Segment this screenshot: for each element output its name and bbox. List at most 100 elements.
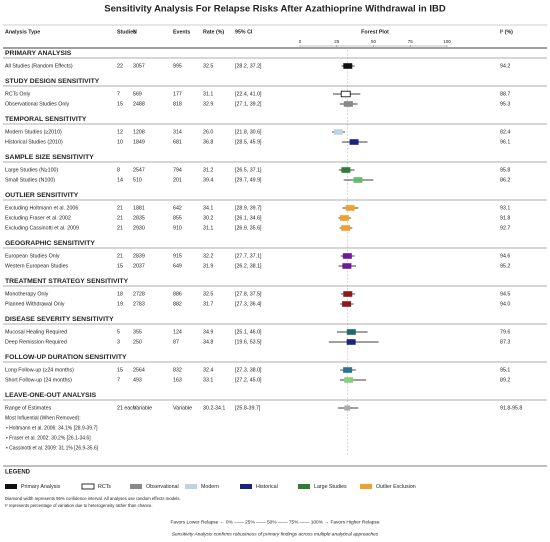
- cell-events: 855: [173, 215, 182, 221]
- note: • Holtmann et al. 2006: 34.1% [28.9-39.7…: [6, 425, 98, 431]
- column-header: N: [133, 29, 137, 35]
- section-title: STUDY DESIGN SENSITIVITY: [5, 78, 100, 85]
- legend-swatch: [240, 484, 252, 489]
- point-estimate: [343, 367, 353, 373]
- cell-ci-label: [27.3, 36.4]: [235, 301, 262, 307]
- cell-n: 2839: [133, 253, 145, 259]
- cell-n: 2728: [133, 291, 145, 297]
- cell-ci-label: [26.9, 35.6]: [235, 225, 262, 231]
- cell-rate: 32.4: [203, 367, 213, 373]
- cell-ci-label: [25.1, 46.0]: [235, 329, 262, 335]
- cell-ci-label: [28.9, 39.7]: [235, 205, 262, 211]
- cell-ci-label: [27.1, 39.2]: [235, 101, 262, 107]
- column-header: Forest Plot: [361, 29, 389, 35]
- cell-rate: 32.5: [203, 291, 213, 297]
- cell-n: 2835: [133, 215, 145, 221]
- legend-swatch: [185, 484, 197, 489]
- cell-studies: 21 each: [117, 405, 136, 411]
- section-title: TEMPORAL SENSITIVITY: [5, 116, 87, 123]
- cell-studies: 5: [117, 329, 120, 335]
- cell-studies: 15: [117, 263, 123, 269]
- point-estimate: [342, 253, 352, 259]
- point-estimate: [341, 225, 351, 231]
- cell-label: European Studies Only: [5, 253, 60, 259]
- cell-n: 2488: [133, 101, 145, 107]
- x-tick-label: 0: [299, 39, 302, 44]
- cell-label: Short Follow-up (24 months): [5, 377, 72, 383]
- point-estimate: [342, 301, 352, 307]
- cell-label: Monotherapy Only: [5, 291, 49, 297]
- cell-i2-label: 94.0: [500, 301, 510, 307]
- footnote: Diamond width represents 95% confidence …: [5, 496, 181, 501]
- cell-rate: 31.9: [203, 263, 213, 269]
- cell-rate: 32.5: [203, 63, 213, 69]
- cell-events: 915: [173, 253, 182, 259]
- cell-rate: 34.9: [203, 329, 213, 335]
- cell-events: 642: [173, 205, 182, 211]
- point-estimate: [344, 377, 354, 383]
- point-estimate: [346, 329, 356, 335]
- note: • Fraser et al. 2002: 30.2% [26.1-34.6]: [6, 435, 91, 441]
- cell-rate: 31.7: [203, 301, 213, 307]
- cell-rate: 31.2: [203, 167, 213, 173]
- cell-ci-label: [27.8, 37.5]: [235, 291, 262, 297]
- cell-rate: 39.4: [203, 177, 213, 183]
- cell-studies: 8: [117, 167, 120, 173]
- cell-rate: 36.8: [203, 139, 213, 145]
- cell-events: 124: [173, 329, 182, 335]
- section-title: TREATMENT STRATEGY SENSITIVITY: [5, 278, 129, 285]
- legend-swatch: [81, 483, 95, 490]
- cell-i2: 96.1: [500, 139, 510, 145]
- legend-swatch: [5, 484, 17, 489]
- legend-swatch: [298, 484, 310, 489]
- axis-caption: Favors Lower Relapse ← 0% —— 25% —— 50% …: [170, 519, 379, 525]
- cell-rate: 32.2: [203, 253, 213, 259]
- cell-label: All Studies (Random Effects): [5, 63, 73, 69]
- column-header: Events: [173, 29, 190, 35]
- note: Most Influential (When Removed):: [5, 415, 81, 421]
- cell-i2: 94.5: [500, 291, 510, 297]
- cell-studies: 10: [117, 139, 123, 145]
- cell-label: Large Studies (N≥100): [5, 167, 58, 173]
- column-header: Rate (%): [203, 29, 224, 35]
- cell-studies: 12: [117, 129, 123, 135]
- section-title: DISEASE SEVERITY SENSITIVITY: [5, 316, 114, 323]
- cell-n: 1881: [133, 205, 145, 211]
- point-estimate: [343, 101, 353, 107]
- cell-events: 681: [173, 139, 182, 145]
- legend-label: Primary Analysis: [21, 484, 60, 490]
- cell-rate-label: 26.0: [203, 129, 213, 135]
- cell-events: 910: [173, 225, 182, 231]
- cell-label: RCTs Only: [5, 91, 31, 97]
- legend-swatch: [130, 484, 142, 489]
- point-estimate: [341, 167, 351, 173]
- cell-ci-label: [26.2, 38.1]: [235, 263, 262, 269]
- cell-label: Long Follow-up (≥24 months): [5, 367, 74, 373]
- section-title: PRIMARY ANALYSIS: [5, 50, 72, 57]
- cell-label: Excluding Holtmann et al. 2006: [5, 205, 78, 211]
- cell-n: 493: [133, 377, 142, 383]
- section-title: SAMPLE SIZE SENSITIVITY: [5, 154, 94, 161]
- cell-ci-label: [29.7, 49.9]: [235, 177, 262, 183]
- cell-events: 794: [173, 167, 182, 173]
- cell-ci-label: [19.6, 53.5]: [235, 339, 262, 345]
- section-title: FOLLOW-UP DURATION SENSITIVITY: [5, 354, 127, 361]
- cell-events: 818: [173, 101, 182, 107]
- cell-events: 87: [173, 339, 179, 345]
- cell-n: 250: [133, 339, 142, 345]
- cell-rate: 34.8: [203, 339, 213, 345]
- cell-events: 314: [173, 129, 182, 135]
- cell-i2-label: 91.8-95.8: [500, 405, 522, 411]
- cell-events: Variable: [173, 405, 192, 411]
- section-title: LEAVE-ONE-OUT ANALYSIS: [5, 392, 97, 399]
- cell-studies: 19: [117, 301, 123, 307]
- x-tick-label: 100: [443, 39, 451, 44]
- cell-i2: 87.3: [500, 339, 510, 345]
- cell-label: Planned Withdrawal Only: [5, 301, 65, 307]
- legend-swatch: [360, 484, 372, 489]
- cell-studies: 15: [117, 101, 123, 107]
- cell-n: 2547: [133, 167, 145, 173]
- x-tick-label: 25: [334, 39, 340, 44]
- cell-studies: 21: [117, 205, 123, 211]
